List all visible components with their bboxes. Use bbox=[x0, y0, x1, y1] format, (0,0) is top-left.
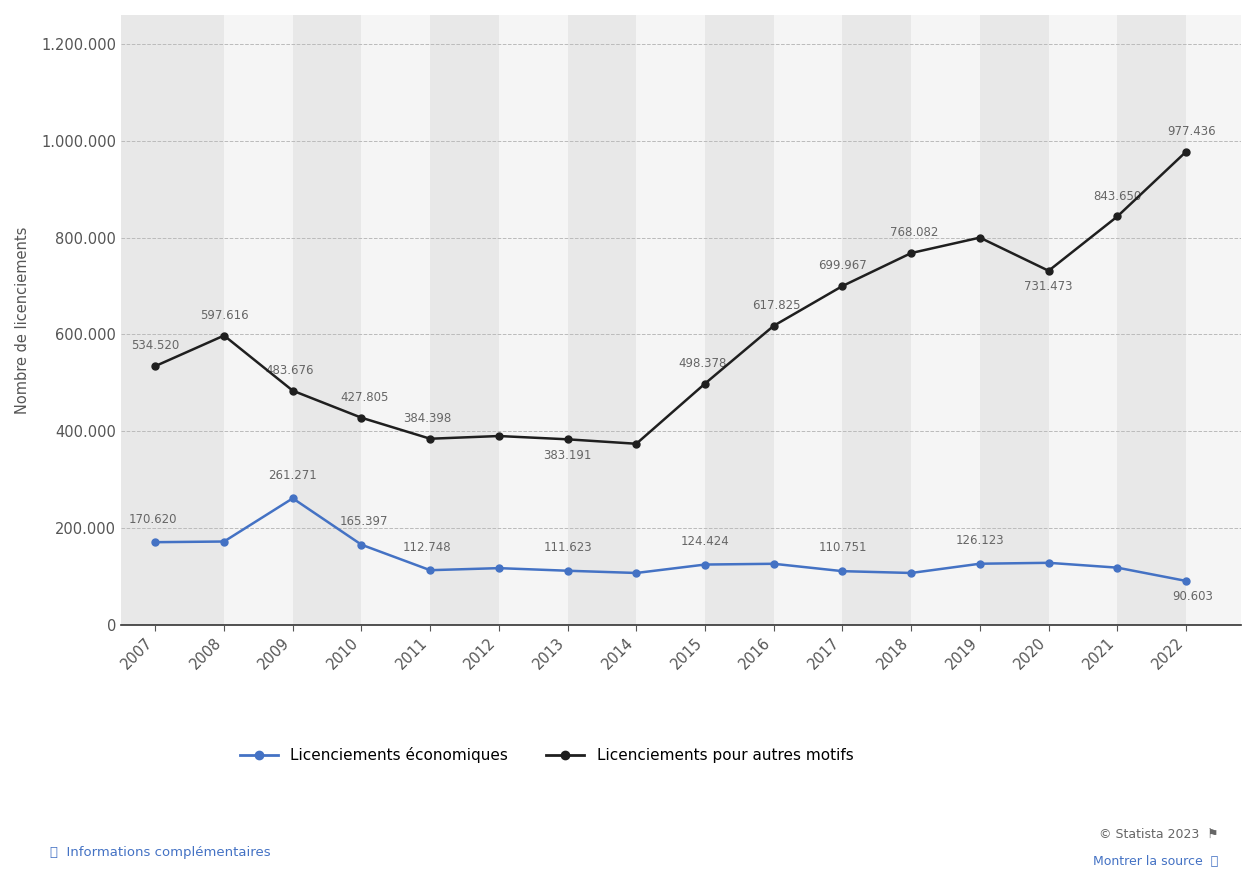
Text: 90.603: 90.603 bbox=[1173, 590, 1213, 603]
Bar bbox=[431, 15, 499, 625]
Text: 111.623: 111.623 bbox=[544, 541, 592, 554]
Bar bbox=[224, 15, 293, 625]
Bar bbox=[1118, 15, 1186, 625]
Text: 110.751: 110.751 bbox=[818, 542, 867, 554]
Text: 126.123: 126.123 bbox=[956, 534, 1005, 547]
Bar bbox=[362, 15, 431, 625]
Bar bbox=[156, 15, 224, 625]
Text: 124.424: 124.424 bbox=[681, 535, 730, 548]
Text: 165.397: 165.397 bbox=[340, 515, 388, 528]
Text: 383.191: 383.191 bbox=[544, 448, 592, 462]
Text: Montrer la source  ⓘ: Montrer la source ⓘ bbox=[1093, 855, 1218, 868]
Y-axis label: Nombre de licenciements: Nombre de licenciements bbox=[15, 226, 30, 413]
Text: 731.473: 731.473 bbox=[1025, 280, 1073, 293]
Text: 384.398: 384.398 bbox=[403, 411, 451, 425]
Bar bbox=[1049, 15, 1118, 625]
Bar bbox=[980, 15, 1049, 625]
Bar bbox=[121, 15, 156, 625]
Bar bbox=[911, 15, 980, 625]
Bar bbox=[705, 15, 774, 625]
Text: 112.748: 112.748 bbox=[403, 541, 452, 553]
Bar bbox=[293, 15, 362, 625]
Text: ⓘ  Informations complémentaires: ⓘ Informations complémentaires bbox=[50, 846, 271, 859]
Text: 427.805: 427.805 bbox=[340, 391, 388, 403]
Text: 699.967: 699.967 bbox=[818, 259, 867, 272]
Text: 534.520: 534.520 bbox=[131, 339, 180, 352]
Bar bbox=[1186, 15, 1255, 625]
Bar bbox=[568, 15, 637, 625]
Text: 597.616: 597.616 bbox=[200, 308, 249, 322]
Bar bbox=[843, 15, 911, 625]
Legend: Licenciements économiques, Licenciements pour autres motifs: Licenciements économiques, Licenciements… bbox=[234, 741, 859, 770]
Text: 170.620: 170.620 bbox=[128, 513, 177, 526]
Bar bbox=[637, 15, 705, 625]
Bar bbox=[774, 15, 843, 625]
Text: 617.825: 617.825 bbox=[752, 299, 801, 312]
Bar bbox=[499, 15, 568, 625]
Text: 977.436: 977.436 bbox=[1167, 125, 1216, 137]
Text: 768.082: 768.082 bbox=[889, 226, 938, 239]
Bar bbox=[1186, 15, 1241, 625]
Text: © Statista 2023  ⚑: © Statista 2023 ⚑ bbox=[1099, 828, 1218, 841]
Text: 498.378: 498.378 bbox=[678, 357, 726, 370]
Text: 261.271: 261.271 bbox=[269, 469, 317, 482]
Text: 483.676: 483.676 bbox=[266, 364, 314, 377]
Text: 843.650: 843.650 bbox=[1093, 189, 1142, 203]
